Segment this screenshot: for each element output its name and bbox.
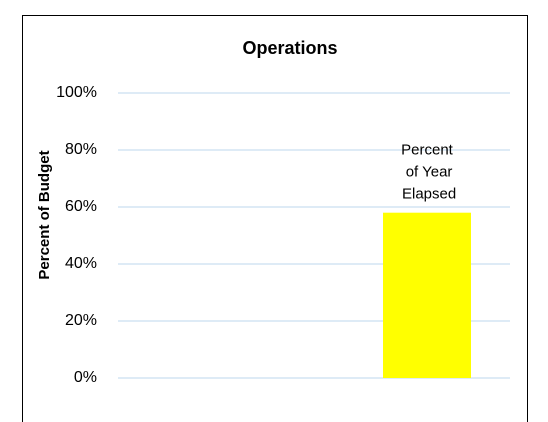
bar — [383, 212, 471, 378]
y-tick-label: 0% — [74, 369, 97, 386]
y-tick-label: 40% — [65, 255, 97, 272]
y-tick-label: 80% — [65, 141, 97, 158]
chart-title: Operations — [242, 38, 337, 58]
y-axis-label: Percent of Budget — [36, 150, 53, 279]
y-tick-label: 100% — [56, 84, 97, 101]
y-tick-label: 60% — [65, 198, 97, 215]
y-tick-label: 20% — [65, 312, 97, 329]
annotation: Percent of Year Elapsed — [398, 142, 456, 203]
